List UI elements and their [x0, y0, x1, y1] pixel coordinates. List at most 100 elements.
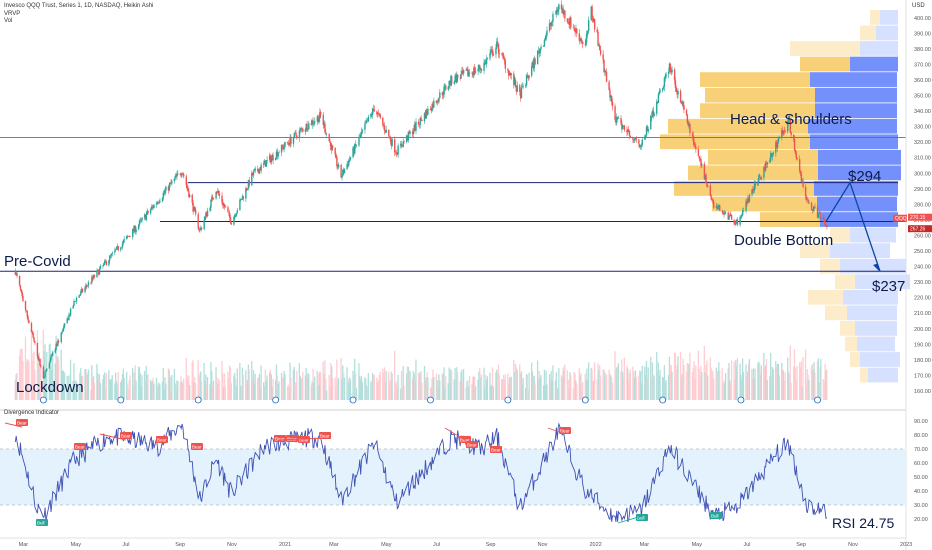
candle-body: [152, 206, 154, 208]
candle-body: [306, 123, 308, 131]
candle-body: [656, 101, 658, 114]
volume-bar: [293, 367, 295, 400]
volume-bar: [218, 381, 221, 400]
bear-label: Bear: [192, 445, 202, 450]
volume-bar: [561, 376, 563, 400]
bear-label: Bear: [299, 438, 309, 443]
volume-bar: [795, 379, 797, 400]
volume-bar: [86, 372, 88, 400]
candle-body: [799, 170, 802, 174]
candle-body: [437, 101, 439, 103]
volume-bar: [733, 361, 735, 400]
candle-body: [322, 114, 324, 125]
volume-bar: [394, 384, 397, 400]
time-tick-label: Sep: [486, 542, 496, 548]
candle-body: [56, 343, 58, 346]
candle-body: [21, 291, 23, 297]
volume-bar: [777, 363, 779, 400]
volume-bar: [56, 358, 58, 400]
candle-body: [26, 310, 28, 317]
candle-body: [264, 160, 267, 167]
candle-body: [593, 18, 595, 23]
candle-body: [394, 152, 397, 153]
volume-bar: [103, 374, 105, 400]
candle-body: [409, 131, 411, 134]
volume-bar: [736, 365, 738, 400]
vrvp-label[interactable]: VRVP: [4, 11, 21, 17]
volume-bar: [656, 371, 659, 400]
volume-bar: [50, 359, 52, 400]
candle-body: [194, 209, 197, 214]
profile-up: [708, 149, 818, 165]
candle-body: [314, 121, 316, 123]
candle-body: [157, 201, 159, 203]
volume-bar: [790, 383, 792, 400]
volume-bar: [187, 380, 189, 400]
volume-bar: [325, 390, 328, 400]
volume-bar: [110, 378, 113, 400]
volume-bar: [104, 388, 107, 400]
volume-bar: [453, 379, 455, 400]
volume-bar: [46, 351, 48, 400]
dividend-marker: [814, 396, 821, 404]
candle-body: [288, 143, 290, 145]
volume-bar: [211, 371, 213, 400]
indicator-title: Divergence Indicator: [4, 410, 60, 416]
candle-body: [537, 50, 540, 52]
candle-body: [735, 221, 737, 225]
candle-body: [456, 74, 459, 79]
vol-label[interactable]: Vol: [4, 18, 13, 24]
candle-body: [371, 113, 373, 115]
volume-bar: [28, 361, 30, 400]
candle-body: [15, 272, 17, 275]
bear-label-box: [466, 441, 478, 448]
volume-bar: [192, 360, 194, 400]
volume-bar: [411, 379, 414, 400]
volume-bar: [450, 369, 452, 400]
candle-body: [280, 144, 283, 153]
volume-bar: [307, 372, 309, 400]
candle-body: [197, 213, 199, 228]
volume-bar: [521, 384, 523, 400]
volume-bar: [806, 369, 808, 400]
dividend-marker: [581, 396, 589, 404]
volume-bar: [704, 372, 706, 400]
volume-bar: [384, 382, 386, 400]
volume-bar: [632, 366, 634, 400]
volume-bar: [373, 374, 375, 400]
rsi-tick-label: 20.00: [914, 517, 928, 523]
volume-bar: [564, 364, 566, 400]
volume-bar: [653, 375, 655, 400]
candle-body: [127, 236, 130, 237]
indicator-panel: 90.0080.0070.0060.0050.0040.0030.0020.00…: [0, 409, 928, 526]
volume-bar: [63, 371, 65, 400]
profile-down: [814, 181, 898, 196]
volume-bar: [801, 386, 803, 400]
volume-bar: [263, 382, 265, 400]
candle-body: [103, 260, 106, 264]
volume-bar: [141, 375, 143, 400]
volume-bar: [151, 380, 153, 400]
bear-label: Bear: [467, 443, 477, 448]
candle-body: [407, 131, 410, 141]
candle-body: [734, 223, 736, 225]
volume-bar: [316, 370, 318, 400]
candle-body: [233, 216, 235, 225]
candle-body: [520, 87, 523, 99]
volume-bar: [495, 372, 497, 400]
volume-bar: [621, 359, 623, 400]
candle-body: [108, 260, 110, 266]
volume-bar: [496, 369, 498, 400]
candle-body: [263, 160, 266, 164]
candle-body: [604, 70, 606, 72]
volume-bar: [173, 368, 175, 400]
candle-body: [741, 210, 744, 216]
volume-bar: [105, 373, 107, 400]
volume-bar: [758, 361, 760, 400]
candle-body: [57, 340, 60, 342]
candle-body: [382, 117, 384, 125]
volume-bar: [92, 378, 94, 400]
volume-bar: [235, 385, 238, 400]
candle-body: [245, 188, 247, 199]
price-tick-label: 300.00: [914, 171, 931, 177]
